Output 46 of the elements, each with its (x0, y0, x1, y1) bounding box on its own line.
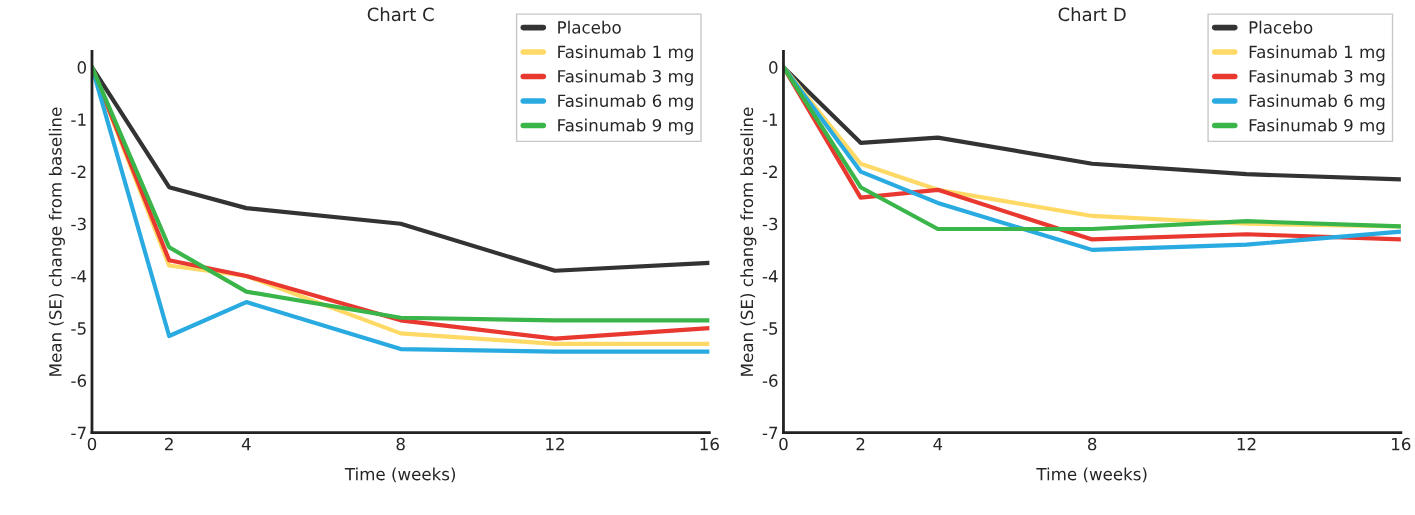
y-tick-label: -3 (71, 217, 86, 231)
x-axis-title: Time (weeks) (344, 467, 456, 483)
x-tick-label: 16 (1392, 437, 1411, 451)
x-tick-label: 2 (165, 437, 173, 451)
x-tick-label: 2 (856, 437, 865, 451)
legend-label: Fasinumab 3 mg (558, 69, 693, 86)
y-axis-title: Mean (SE) change from baseline (740, 107, 757, 376)
legend-label: Fasinumab 1 mg (558, 45, 693, 62)
line-series (783, 65, 1401, 182)
y-tick-label: -5 (762, 322, 778, 335)
y-tick-label: -7 (71, 426, 86, 439)
y-axis-title: Mean (SE) change from baseline (48, 107, 65, 376)
legend-label: Fasinumab 9 mg (1249, 118, 1385, 135)
chart-title: Chart C (367, 7, 434, 22)
legend-label: Fasinumab 6 mg (558, 94, 693, 111)
y-tick-label: -1 (71, 113, 86, 126)
chart-title: Chart D (1058, 7, 1126, 22)
x-tick-label: 4 (933, 437, 943, 451)
legend-label: Fasinumab 9 mg (558, 118, 693, 135)
x-tick-label: 12 (1237, 437, 1256, 451)
y-tick-label: -1 (762, 113, 778, 126)
legend-label: Fasinumab 3 mg (1249, 69, 1385, 86)
y-tick-label: -4 (762, 270, 778, 283)
y-tick-label: -5 (71, 322, 86, 335)
x-tick-label: 0 (779, 437, 788, 451)
legend-label: Fasinumab 6 mg (1249, 94, 1385, 111)
x-tick-label: 0 (87, 437, 97, 451)
x-tick-label: 12 (546, 437, 564, 451)
y-tick-label: 0 (77, 61, 87, 74)
x-axis-title: Time (weeks) (1036, 467, 1147, 483)
y-tick-label: -2 (762, 165, 777, 178)
legend-label: Placebo (558, 20, 621, 34)
line-series (91, 65, 710, 273)
y-tick-label: 0 (769, 61, 778, 74)
y-tick-label: -6 (71, 374, 87, 387)
y-tick-label: -2 (71, 165, 86, 178)
x-tick-label: 16 (700, 437, 719, 451)
x-tick-label: 8 (1087, 437, 1097, 451)
y-tick-label: -4 (71, 270, 87, 283)
legend-label: Placebo (1249, 20, 1313, 34)
legend-label: Fasinumab 1 mg (1249, 45, 1385, 62)
y-tick-label: -7 (762, 426, 778, 439)
y-tick-label: -6 (762, 374, 778, 387)
y-tick-label: -3 (762, 217, 778, 231)
x-tick-label: 8 (396, 437, 405, 451)
x-tick-label: 4 (241, 437, 251, 451)
